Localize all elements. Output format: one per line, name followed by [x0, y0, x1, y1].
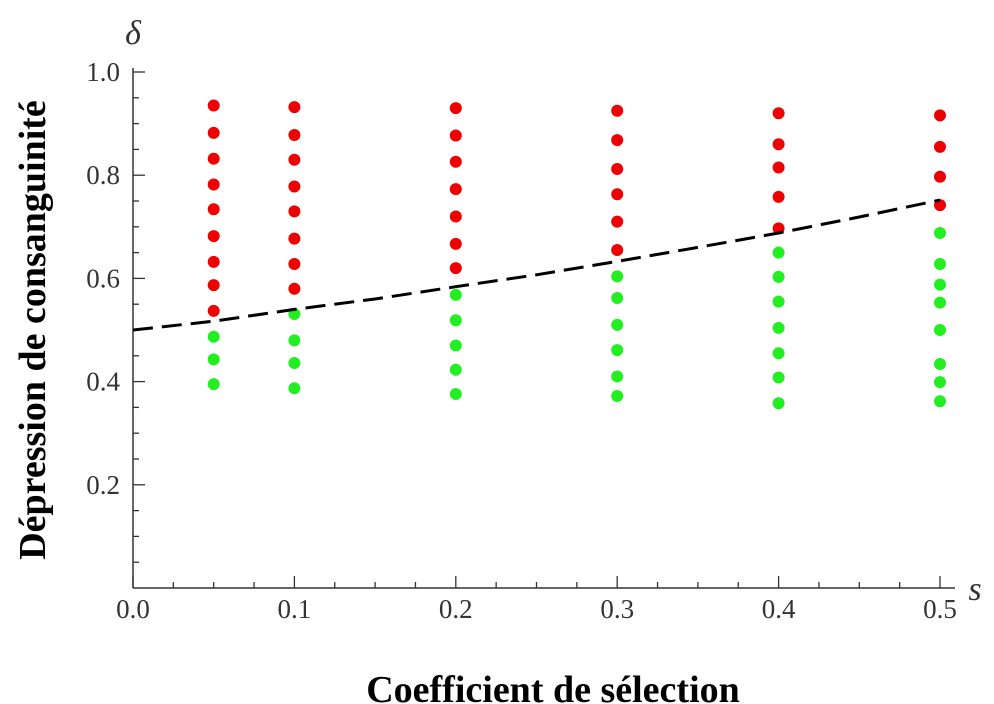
- red-point: [288, 128, 301, 141]
- green-point: [934, 226, 946, 239]
- red-point: [772, 161, 785, 174]
- red-point: [207, 279, 220, 292]
- x-tick-label: 0.3: [600, 594, 634, 624]
- red-point: [449, 210, 462, 223]
- x-tick-label: 0.5: [923, 594, 957, 624]
- green-point: [772, 295, 785, 308]
- axes: [132, 68, 955, 589]
- green-point: [449, 363, 462, 376]
- red-point: [611, 188, 624, 201]
- green-point: [772, 321, 785, 334]
- red-point: [449, 129, 462, 142]
- y-tick-labels: 0.2 0.4 0.6 0.8 1.0: [86, 57, 120, 500]
- x-axis-title: Coefficient de sélection: [366, 669, 740, 704]
- green-point: [288, 382, 301, 395]
- red-point: [449, 183, 462, 196]
- red-point: [449, 262, 462, 275]
- green-point: [772, 246, 785, 259]
- green-point: [611, 318, 624, 331]
- red-point: [288, 101, 301, 114]
- green-point: [934, 395, 946, 408]
- green-point: [611, 344, 624, 357]
- green-point: [772, 270, 785, 283]
- red-point: [611, 104, 624, 117]
- x-tick-label: 0.2: [439, 594, 473, 624]
- red-point: [207, 178, 220, 191]
- red-point: [207, 255, 220, 268]
- y-tick-label: 0.2: [86, 470, 120, 500]
- green-point: [772, 371, 785, 384]
- threshold-dashed-curve: [132, 198, 941, 332]
- green-point: [772, 397, 785, 410]
- green-point: [772, 347, 785, 360]
- green-point: [934, 257, 946, 270]
- y-axis-symbol: δ: [125, 15, 142, 52]
- x-tick-label: 0.1: [278, 594, 312, 624]
- red-point: [207, 230, 220, 243]
- red-point: [288, 257, 301, 270]
- green-point: [934, 358, 946, 371]
- red-point: [207, 152, 220, 165]
- green-point: [207, 330, 220, 343]
- green-point: [934, 324, 946, 336]
- y-tick-label: 0.8: [86, 160, 120, 190]
- x-tick-label: 0.0: [116, 594, 150, 624]
- red-point: [288, 282, 301, 295]
- green-point: [611, 390, 624, 403]
- red-point: [207, 99, 220, 112]
- red-point: [611, 215, 624, 228]
- x-tick-label: 0.4: [762, 594, 796, 624]
- green-point: [288, 334, 301, 347]
- red-point: [772, 107, 785, 120]
- y-tick-label: 0.6: [86, 263, 120, 293]
- data-points: [207, 99, 946, 410]
- red-point: [449, 102, 462, 115]
- green-point: [611, 292, 624, 305]
- green-point: [449, 339, 462, 352]
- y-ticks: [133, 71, 145, 563]
- green-point: [934, 278, 946, 291]
- green-point: [288, 357, 301, 370]
- green-point: [934, 296, 946, 309]
- x-tick-labels: 0.0 0.1 0.2 0.3 0.4 0.5: [116, 594, 957, 624]
- red-point: [207, 126, 220, 139]
- red-point: [288, 205, 301, 218]
- red-point: [772, 138, 785, 151]
- red-point: [934, 170, 946, 183]
- green-point: [449, 288, 462, 301]
- green-point: [207, 378, 220, 391]
- red-point: [449, 237, 462, 250]
- y-axis-title: Dépression de consanguinité: [12, 100, 54, 560]
- y-tick-label: 1.0: [86, 57, 120, 87]
- green-point: [611, 270, 624, 283]
- red-point: [288, 153, 301, 166]
- green-point: [207, 353, 220, 366]
- red-point: [934, 109, 946, 122]
- red-point: [611, 163, 624, 176]
- red-point: [449, 155, 462, 168]
- red-point: [934, 140, 946, 153]
- red-point: [611, 244, 624, 257]
- green-point: [934, 376, 946, 389]
- red-point: [611, 134, 624, 147]
- red-point: [288, 180, 301, 193]
- red-point: [207, 304, 220, 317]
- green-point: [449, 387, 462, 400]
- red-point: [207, 203, 220, 216]
- y-tick-label: 0.4: [86, 367, 120, 397]
- red-point: [288, 232, 301, 245]
- green-point: [611, 370, 624, 383]
- x-ticks: [132, 576, 941, 588]
- x-axis-symbol: s: [968, 571, 981, 608]
- green-point: [449, 314, 462, 327]
- red-point: [772, 190, 785, 203]
